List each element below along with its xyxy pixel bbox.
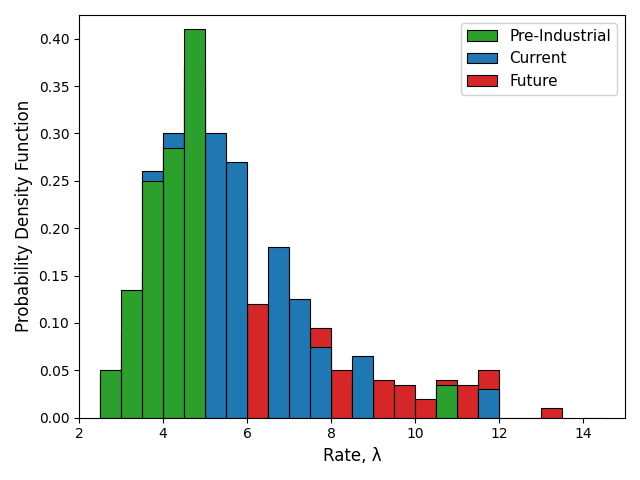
Bar: [163, 133, 184, 418]
Bar: [142, 271, 163, 418]
Bar: [163, 148, 184, 418]
Bar: [226, 162, 247, 418]
Bar: [142, 181, 163, 418]
Bar: [478, 371, 499, 418]
Bar: [163, 143, 184, 418]
Bar: [100, 375, 121, 418]
Bar: [415, 399, 436, 418]
Bar: [268, 318, 289, 418]
Bar: [121, 333, 142, 418]
Bar: [478, 371, 499, 418]
Bar: [163, 143, 184, 418]
Bar: [205, 133, 226, 418]
Bar: [310, 347, 331, 418]
Bar: [121, 361, 142, 418]
Bar: [373, 380, 394, 418]
Bar: [142, 271, 163, 418]
Bar: [310, 347, 331, 418]
Bar: [436, 384, 457, 418]
Bar: [184, 29, 205, 418]
Bar: [100, 375, 121, 418]
Bar: [226, 209, 247, 418]
Bar: [205, 162, 226, 418]
Bar: [184, 67, 205, 418]
Y-axis label: Probability Density Function: Probability Density Function: [15, 100, 33, 333]
Bar: [268, 247, 289, 418]
Bar: [247, 304, 268, 418]
Bar: [352, 380, 373, 418]
Bar: [184, 29, 205, 418]
X-axis label: Rate, λ: Rate, λ: [323, 447, 381, 465]
Bar: [436, 384, 457, 418]
Bar: [268, 247, 289, 418]
Bar: [352, 356, 373, 418]
Bar: [289, 356, 310, 418]
Bar: [436, 380, 457, 418]
Bar: [331, 371, 352, 418]
Bar: [478, 389, 499, 418]
Bar: [268, 318, 289, 418]
Bar: [289, 356, 310, 418]
Bar: [121, 361, 142, 418]
Bar: [142, 171, 163, 418]
Bar: [289, 299, 310, 418]
Bar: [478, 389, 499, 418]
Legend: Pre-Industrial, Current, Future: Pre-Industrial, Current, Future: [461, 23, 618, 95]
Bar: [100, 380, 121, 418]
Bar: [226, 209, 247, 418]
Bar: [100, 371, 121, 418]
Bar: [415, 399, 436, 418]
Bar: [541, 408, 562, 418]
Bar: [121, 290, 142, 418]
Bar: [436, 380, 457, 418]
Bar: [352, 356, 373, 418]
Bar: [205, 162, 226, 418]
Bar: [331, 371, 352, 418]
Bar: [205, 133, 226, 418]
Bar: [247, 304, 268, 418]
Bar: [289, 299, 310, 418]
Bar: [184, 86, 205, 418]
Bar: [310, 328, 331, 418]
Bar: [184, 67, 205, 418]
Bar: [457, 384, 478, 418]
Bar: [142, 181, 163, 418]
Bar: [184, 86, 205, 418]
Bar: [163, 148, 184, 418]
Bar: [394, 384, 415, 418]
Bar: [121, 333, 142, 418]
Bar: [121, 290, 142, 418]
Bar: [100, 371, 121, 418]
Bar: [226, 162, 247, 418]
Bar: [310, 328, 331, 418]
Bar: [352, 380, 373, 418]
Bar: [142, 171, 163, 418]
Bar: [394, 384, 415, 418]
Bar: [163, 133, 184, 418]
Bar: [541, 408, 562, 418]
Bar: [373, 380, 394, 418]
Bar: [100, 380, 121, 418]
Bar: [457, 384, 478, 418]
